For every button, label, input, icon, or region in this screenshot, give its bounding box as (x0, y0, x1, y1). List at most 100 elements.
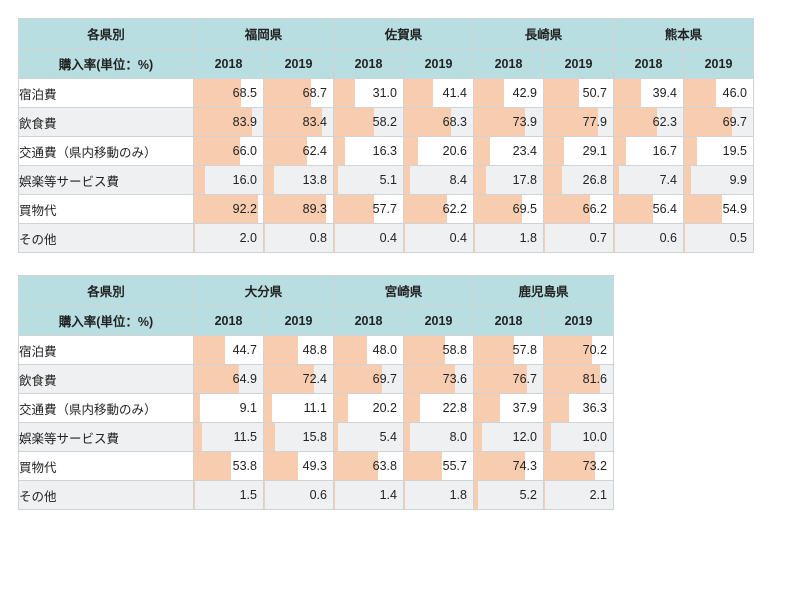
value-cell: 56.4 (614, 195, 684, 224)
row-label: 買物代 (19, 452, 194, 481)
value-cell: 1.8 (404, 481, 474, 510)
value-text: 48.8 (264, 336, 333, 364)
value-text: 19.5 (684, 137, 753, 165)
table-row: 交通費（県内移動のみ）9.111.120.222.837.936.3 (19, 394, 614, 423)
value-cell: 0.8 (264, 224, 334, 253)
value-cell: 46.0 (684, 79, 754, 108)
header-year: 2018 (614, 49, 684, 79)
value-text: 53.8 (194, 452, 263, 480)
header-cell-top: 各県別 (19, 276, 194, 306)
value-cell: 89.3 (264, 195, 334, 224)
header-year: 2019 (544, 306, 614, 336)
value-text: 58.8 (404, 336, 473, 364)
value-cell: 57.8 (474, 336, 544, 365)
row-label: 買物代 (19, 195, 194, 224)
value-cell: 17.8 (474, 166, 544, 195)
value-cell: 74.3 (474, 452, 544, 481)
value-text: 68.7 (264, 79, 333, 107)
value-cell: 81.6 (544, 365, 614, 394)
value-text: 64.9 (194, 365, 263, 393)
value-cell: 31.0 (334, 79, 404, 108)
header-year: 2019 (264, 49, 334, 79)
value-cell: 73.9 (474, 108, 544, 137)
value-cell: 69.7 (334, 365, 404, 394)
value-text: 1.5 (194, 481, 263, 509)
value-cell: 62.2 (404, 195, 474, 224)
value-text: 62.4 (264, 137, 333, 165)
row-label: 宿泊費 (19, 79, 194, 108)
value-cell: 39.4 (614, 79, 684, 108)
value-text: 50.7 (544, 79, 613, 107)
value-cell: 57.7 (334, 195, 404, 224)
row-label: 宿泊費 (19, 336, 194, 365)
value-cell: 5.2 (474, 481, 544, 510)
value-cell: 70.2 (544, 336, 614, 365)
value-text: 69.7 (334, 365, 403, 393)
table-row: 買物代53.849.363.855.774.373.2 (19, 452, 614, 481)
tables-root: 各県別福岡県佐賀県長崎県熊本県購入率(単位：%)2018201920182019… (18, 18, 782, 510)
value-cell: 16.7 (614, 137, 684, 166)
value-cell: 66.0 (194, 137, 264, 166)
value-text: 57.8 (474, 336, 543, 364)
value-cell: 83.9 (194, 108, 264, 137)
value-text: 5.4 (334, 423, 403, 451)
value-cell: 83.4 (264, 108, 334, 137)
value-text: 63.8 (334, 452, 403, 480)
value-text: 62.2 (404, 195, 473, 223)
value-text: 20.6 (404, 137, 473, 165)
value-text: 23.4 (474, 137, 543, 165)
value-text: 11.5 (194, 423, 263, 451)
value-cell: 76.7 (474, 365, 544, 394)
value-text: 8.4 (404, 166, 473, 194)
value-text: 72.4 (264, 365, 333, 393)
value-cell: 20.6 (404, 137, 474, 166)
value-cell: 48.0 (334, 336, 404, 365)
value-cell: 36.3 (544, 394, 614, 423)
value-cell: 55.7 (404, 452, 474, 481)
value-text: 13.8 (264, 166, 333, 194)
value-text: 66.0 (194, 137, 263, 165)
value-cell: 0.6 (614, 224, 684, 253)
value-cell: 8.0 (404, 423, 474, 452)
value-cell: 22.8 (404, 394, 474, 423)
purchase-rate-table-1: 各県別大分県宮崎県鹿児島県購入率(単位：%)201820192018201920… (18, 275, 614, 510)
value-cell: 50.7 (544, 79, 614, 108)
header-prefecture: 福岡県 (194, 19, 334, 49)
value-text: 15.8 (264, 423, 333, 451)
value-text: 5.1 (334, 166, 403, 194)
value-cell: 8.4 (404, 166, 474, 195)
header-cell-top: 各県別 (19, 19, 194, 49)
value-cell: 20.2 (334, 394, 404, 423)
value-text: 41.4 (404, 79, 473, 107)
value-cell: 9.1 (194, 394, 264, 423)
value-text: 57.7 (334, 195, 403, 223)
row-label: 飲食費 (19, 365, 194, 394)
value-text: 73.6 (404, 365, 473, 393)
table-row: 娯楽等サービス費16.013.85.18.417.826.87.49.9 (19, 166, 754, 195)
value-text: 0.7 (544, 224, 613, 252)
table-row: 交通費（県内移動のみ）66.062.416.320.623.429.116.71… (19, 137, 754, 166)
value-text: 16.3 (334, 137, 403, 165)
value-text: 0.6 (264, 481, 333, 509)
purchase-rate-table-0: 各県別福岡県佐賀県長崎県熊本県購入率(単位：%)2018201920182019… (18, 18, 754, 253)
table-row: 買物代92.289.357.762.269.566.256.454.9 (19, 195, 754, 224)
row-label: 娯楽等サービス費 (19, 166, 194, 195)
value-text: 68.3 (404, 108, 473, 136)
value-text: 1.8 (404, 481, 473, 509)
value-text: 2.0 (194, 224, 263, 252)
table-row: その他1.50.61.41.85.22.1 (19, 481, 614, 510)
value-text: 0.6 (614, 224, 683, 252)
value-text: 0.5 (684, 224, 753, 252)
value-text: 20.2 (334, 394, 403, 422)
value-cell: 53.8 (194, 452, 264, 481)
value-text: 17.8 (474, 166, 543, 194)
value-text: 81.6 (544, 365, 613, 393)
header-year: 2018 (334, 306, 404, 336)
value-text: 22.8 (404, 394, 473, 422)
header-prefecture: 佐賀県 (334, 19, 474, 49)
header-year: 2019 (404, 49, 474, 79)
value-cell: 15.8 (264, 423, 334, 452)
table-row: 宿泊費68.568.731.041.442.950.739.446.0 (19, 79, 754, 108)
header-year: 2019 (544, 49, 614, 79)
value-cell: 42.9 (474, 79, 544, 108)
